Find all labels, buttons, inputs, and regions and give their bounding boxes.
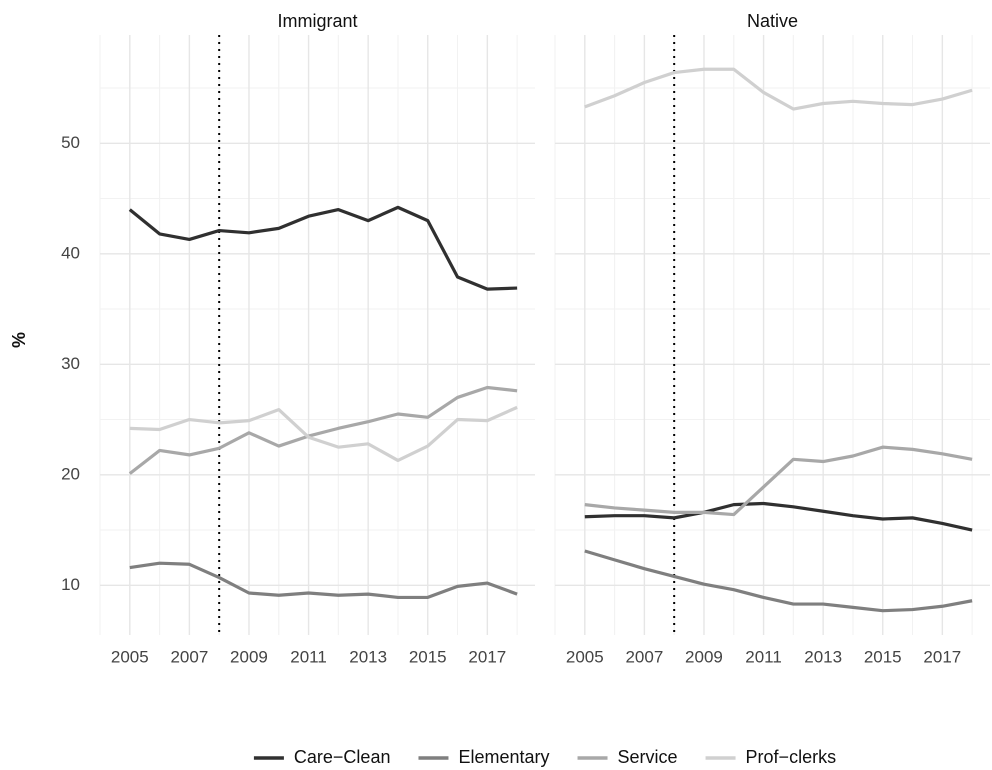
x-tick-label: 2007: [625, 647, 663, 666]
y-tick-label: 40: [61, 243, 80, 262]
series-line: [584, 67, 973, 111]
series-line: [129, 561, 518, 600]
series-line: [129, 405, 518, 463]
x-tick-label: 2013: [804, 647, 842, 666]
y-tick-label: 20: [61, 464, 80, 483]
y-tick-label: 30: [61, 354, 80, 373]
x-tick-label: 2005: [566, 647, 604, 666]
x-tick-label: 2015: [409, 647, 447, 666]
legend-label: Care−Clean: [294, 747, 391, 767]
x-tick-label: 2015: [864, 647, 902, 666]
series-line: [128, 205, 518, 291]
x-tick-label: 2009: [685, 647, 723, 666]
x-tick-label: 2009: [230, 647, 268, 666]
y-tick-label: 10: [61, 575, 80, 594]
legend-label: Service: [618, 747, 678, 767]
facet-title: Immigrant: [277, 11, 357, 31]
x-tick-label: 2017: [923, 647, 961, 666]
y-tick-label: 50: [61, 133, 80, 152]
legend-label: Prof−clerks: [746, 747, 837, 767]
x-tick-label: 2005: [111, 647, 149, 666]
series-line: [584, 445, 973, 517]
series-line: [584, 549, 973, 613]
x-tick-label: 2007: [170, 647, 208, 666]
facet-title: Native: [747, 11, 798, 31]
x-tick-label: 2017: [468, 647, 506, 666]
series-line: [128, 385, 518, 475]
y-axis-label: %: [9, 332, 29, 348]
x-tick-label: 2013: [349, 647, 387, 666]
legend-label: Elementary: [458, 747, 549, 767]
x-tick-label: 2011: [290, 647, 327, 666]
series-line: [584, 501, 973, 532]
x-tick-label: 2011: [745, 647, 782, 666]
